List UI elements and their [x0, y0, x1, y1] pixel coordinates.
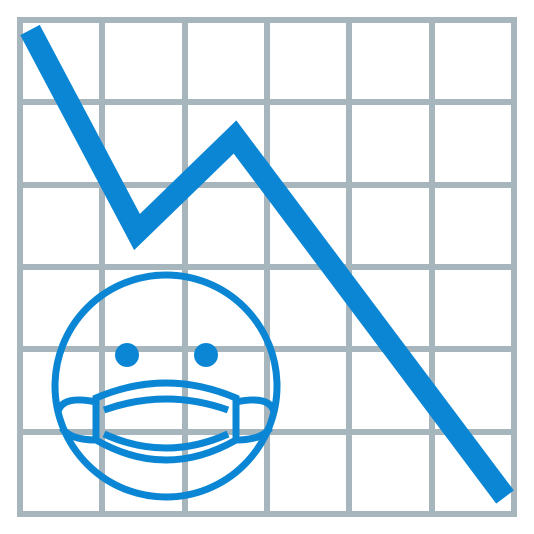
- mask-fold-top: [102, 395, 230, 414]
- declining-trend-line: [20, 24, 514, 504]
- right-eye: [194, 343, 218, 367]
- mask-left-strap: [54, 396, 97, 444]
- masked-face-icon: [51, 271, 281, 501]
- mask-fold-bottom: [102, 430, 230, 452]
- face-outline: [51, 271, 281, 501]
- left-eye: [115, 343, 139, 367]
- mask-right-strap: [235, 396, 278, 444]
